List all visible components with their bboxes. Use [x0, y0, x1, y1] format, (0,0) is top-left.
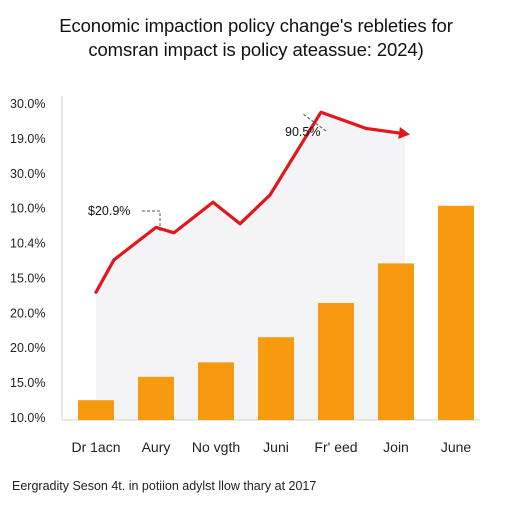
y-tick-label: 20.0%: [10, 306, 45, 320]
line-path: [94, 110, 407, 294]
x-tick-label: June: [441, 439, 472, 455]
line-area-fill: [96, 112, 405, 420]
annotations: $20.9% 90.5%: [88, 112, 327, 232]
bar: [318, 303, 354, 420]
x-tick-label: Fr' eed: [314, 439, 357, 455]
bar: [438, 205, 474, 420]
y-tick-label: 30.0%: [10, 167, 45, 181]
line-series: [94, 110, 410, 294]
line-area: [96, 112, 405, 420]
y-tick-label: 10.0%: [10, 202, 45, 216]
bar: [258, 337, 294, 420]
x-tick-label: Aury: [142, 439, 171, 455]
y-tick-label: 20.0%: [10, 341, 45, 355]
chart-title-line-2: comsran impact is policy ateassue: 2024): [88, 39, 424, 60]
x-tick-label: Juni: [263, 439, 289, 455]
chart-title: Economic impaction policy change's reble…: [0, 14, 512, 62]
bar: [198, 362, 234, 420]
y-tick-label: 19.0%: [10, 132, 45, 146]
y-tick-label: 10.4%: [10, 237, 45, 251]
y-axis-ticks: 30.0% 19.0% 30.0% 10.0% 10.4% 15.0% 20.0% 20.0%…: [10, 97, 45, 425]
x-tick-label: Join: [383, 439, 409, 455]
bar: [378, 263, 414, 420]
x-axis-ticks: Dr 1acn Aury No vgth Juni Fr' eed Join June: [71, 439, 471, 455]
y-tick-label: 15.0%: [10, 271, 45, 285]
bar: [78, 400, 114, 420]
line-arrow-head: [398, 127, 410, 139]
x-tick-label: Dr 1acn: [71, 439, 120, 455]
y-tick-label: 10.0%: [10, 411, 45, 425]
chart-footnote: Eergradity Seson 4t. in potiion adylst l…: [12, 479, 317, 493]
annotation-label: 90.5%: [285, 125, 320, 139]
bar-series: [78, 205, 474, 420]
x-tick-label: No vgth: [192, 439, 240, 455]
annotation-label: $20.9%: [88, 204, 130, 218]
bar: [138, 376, 174, 420]
chart-title-line-1: Economic impaction policy change's reble…: [59, 15, 453, 36]
y-tick-label: 30.0%: [10, 97, 45, 111]
annotation-leader: [142, 210, 161, 232]
y-tick-label: 15.0%: [10, 376, 45, 390]
